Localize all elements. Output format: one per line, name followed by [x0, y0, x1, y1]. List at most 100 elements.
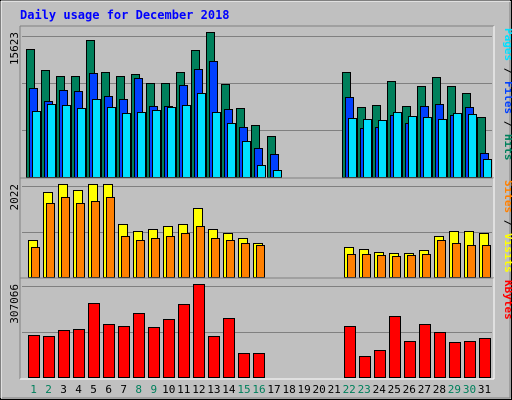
bar-pages-day-17 — [273, 170, 282, 178]
bar-pages-day-11 — [182, 105, 191, 178]
bar-pages-day-30 — [468, 114, 477, 178]
y-max-tick-label: 307066 — [8, 284, 21, 324]
legend-files: Files — [502, 81, 512, 114]
bar-pages-day-29 — [453, 113, 462, 178]
x-tick-label-day-14: 14 — [222, 383, 236, 396]
bar-kbytes-day-23 — [359, 356, 371, 378]
bar-sites-day-8 — [136, 240, 145, 278]
x-tick-label-day-16: 16 — [252, 383, 265, 396]
bar-pages-day-2 — [47, 104, 56, 178]
bar-sites-day-15 — [241, 243, 250, 278]
bar-pages-day-23 — [363, 119, 372, 178]
bar-sites-day-14 — [226, 240, 235, 278]
x-tick-label-day-21: 21 — [328, 383, 341, 396]
legend-separator: / — [502, 213, 512, 233]
series-legend: KBytes — [502, 280, 512, 320]
bar-pages-day-16 — [257, 165, 266, 178]
bar-sites-day-31 — [482, 245, 491, 278]
bar-kbytes-day-8 — [133, 313, 145, 378]
bar-kbytes-day-7 — [118, 326, 130, 378]
bar-sites-day-16 — [256, 245, 265, 278]
legend-hits: Hits — [502, 134, 512, 161]
bar-kbytes-day-9 — [148, 327, 160, 378]
bar-pages-day-9 — [152, 110, 161, 178]
x-tick-label-day-1: 1 — [30, 383, 37, 396]
x-tick-label-day-12: 12 — [192, 383, 205, 396]
x-tick-label-day-8: 8 — [135, 383, 142, 396]
panel-usage: 15623 Pages / Files / Hits — [8, 25, 512, 180]
bar-sites-day-3 — [61, 197, 70, 278]
bar-kbytes-day-4 — [73, 329, 85, 378]
bar-kbytes-day-28 — [434, 332, 446, 378]
series-kbytes — [28, 284, 491, 378]
legend-visits: Visits — [502, 233, 512, 273]
x-tick-label-day-25: 25 — [388, 383, 401, 396]
legend-pages: Pages — [502, 28, 512, 61]
bar-pages-day-13 — [212, 112, 221, 178]
bar-kbytes-day-16 — [253, 353, 265, 378]
x-tick-label-day-29: 29 — [448, 383, 461, 396]
x-tick-label-day-26: 26 — [403, 383, 416, 396]
x-tick-label-day-23: 23 — [358, 383, 371, 396]
bar-sites-day-25 — [392, 256, 401, 278]
bar-kbytes-day-14 — [223, 318, 235, 378]
bar-kbytes-day-27 — [419, 324, 431, 378]
bar-kbytes-day-13 — [208, 336, 220, 378]
bar-pages-day-22 — [348, 118, 357, 178]
bar-sites-day-6 — [106, 197, 115, 278]
x-tick-label-day-6: 6 — [105, 383, 112, 396]
bar-sites-day-22 — [347, 254, 356, 278]
bar-pages-day-14 — [227, 123, 236, 178]
bar-pages-day-28 — [438, 119, 447, 178]
legend-separator: / — [502, 61, 512, 81]
bar-sites-day-4 — [76, 203, 85, 278]
bar-sites-day-29 — [452, 243, 461, 278]
bar-sites-day-9 — [151, 238, 160, 278]
chart-title: Daily usage for December 2018 — [20, 8, 230, 22]
bar-pages-day-8 — [137, 112, 146, 178]
x-tick-label-day-28: 28 — [433, 383, 446, 396]
x-tick-label-day-13: 13 — [207, 383, 220, 396]
panel-kbytes: 307066 KBytes — [8, 277, 512, 380]
panel-visits: 2022 Sites / Visits — [8, 177, 512, 280]
bar-kbytes-day-2 — [43, 336, 55, 378]
series-legend: Pages / Files / Hits — [502, 28, 512, 161]
bar-sites-day-27 — [422, 254, 431, 278]
bar-sites-day-1 — [31, 247, 40, 278]
x-tick-label-day-9: 9 — [150, 383, 157, 396]
bar-pages-day-1 — [32, 111, 41, 178]
bar-kbytes-day-10 — [163, 319, 175, 378]
x-tick-label-day-4: 4 — [75, 383, 82, 396]
bar-pages-day-5 — [92, 99, 101, 178]
bar-kbytes-day-11 — [178, 304, 190, 378]
bar-kbytes-day-31 — [479, 338, 491, 378]
x-tick-label-day-2: 2 — [45, 383, 52, 396]
bar-pages-day-7 — [122, 113, 131, 178]
bar-pages-day-6 — [107, 107, 116, 178]
y-max-tick-label: 2022 — [8, 184, 21, 211]
bar-kbytes-day-12 — [193, 284, 205, 378]
bar-sites-day-11 — [181, 233, 190, 278]
x-tick-label-day-7: 7 — [120, 383, 127, 396]
x-tick-label-day-22: 22 — [343, 383, 356, 396]
x-tick-label-day-18: 18 — [282, 383, 295, 396]
bar-sites-day-5 — [91, 201, 100, 278]
y-max-tick-label: 15623 — [8, 32, 21, 65]
bar-kbytes-day-6 — [103, 324, 115, 378]
x-tick-label-day-27: 27 — [418, 383, 431, 396]
x-tick-label-day-10: 10 — [162, 383, 175, 396]
bar-pages-day-4 — [77, 108, 86, 178]
bar-sites-day-24 — [377, 255, 386, 278]
bar-pages-day-31 — [483, 159, 492, 178]
bar-pages-day-12 — [197, 93, 206, 178]
x-axis-day-labels: 1 2 3 4 5 6 7 8 9 10 11 12 13 14 15 16 17 18 19 20 21 22 23 24 2… — [30, 383, 491, 396]
x-tick-label-day-20: 20 — [312, 383, 325, 396]
chart-panels: 15623 Pages / Files / Hits 2022 Sites / Vis… — [8, 25, 512, 380]
bar-kbytes-day-26 — [404, 341, 416, 378]
bar-pages-day-24 — [378, 120, 387, 178]
bar-kbytes-day-3 — [58, 330, 70, 378]
x-tick-label-day-19: 19 — [297, 383, 310, 396]
bar-pages-day-10 — [167, 107, 176, 178]
bar-sites-day-12 — [196, 226, 205, 278]
